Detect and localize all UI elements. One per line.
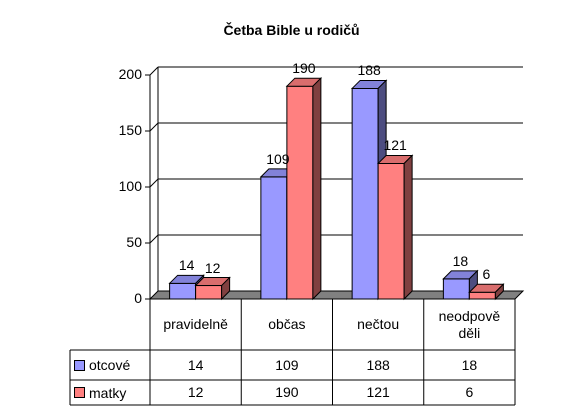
y-tick-label: 100 bbox=[118, 178, 142, 194]
bar-otcové-front bbox=[260, 176, 288, 300]
category-label: nečtou bbox=[357, 316, 400, 332]
gridline-side bbox=[149, 178, 159, 188]
table-value: 6 bbox=[465, 384, 474, 400]
data-label: 190 bbox=[292, 60, 316, 77]
legend-swatch bbox=[74, 359, 85, 371]
y-tick-label: 0 bbox=[134, 290, 142, 306]
table-value: 109 bbox=[275, 356, 299, 373]
category-label: pravidelně bbox=[163, 316, 228, 332]
bar-matky-front bbox=[286, 85, 314, 300]
legend-label: otcové bbox=[89, 357, 131, 373]
bar-otcové-front bbox=[169, 282, 197, 300]
bar-matky-side bbox=[494, 283, 504, 301]
data-label: 6 bbox=[482, 266, 491, 283]
data-label: 14 bbox=[178, 257, 195, 274]
table-value: 14 bbox=[187, 356, 204, 373]
gridline-side bbox=[149, 234, 159, 244]
bar-matky-side bbox=[312, 76, 322, 301]
gridline-side bbox=[149, 66, 159, 76]
chart-title: Četba Bible u rodičů bbox=[223, 22, 360, 38]
table-value: 121 bbox=[366, 384, 390, 400]
data-label: 188 bbox=[357, 62, 381, 79]
bar-otcové-front bbox=[442, 278, 470, 300]
data-label: 109 bbox=[266, 150, 290, 167]
y-tick-label: 200 bbox=[118, 66, 142, 82]
bar-matky-side bbox=[221, 276, 231, 301]
bar-matky-front bbox=[377, 162, 405, 300]
legend-label: matky bbox=[89, 384, 127, 401]
category-label: občas bbox=[268, 316, 306, 332]
data-label: 12 bbox=[204, 259, 221, 276]
table-value: 190 bbox=[275, 384, 299, 400]
bar-otcové-front bbox=[351, 87, 379, 300]
bar-matky-front bbox=[468, 291, 496, 300]
y-tick-label: 50 bbox=[126, 234, 142, 250]
bar-matky-front bbox=[195, 285, 223, 300]
bar-matky-side bbox=[403, 154, 413, 301]
legend-entry: otcové bbox=[74, 350, 130, 380]
legend-entry: matky bbox=[74, 380, 126, 405]
category-label: neodpově děli bbox=[438, 307, 501, 341]
table-value: 12 bbox=[187, 384, 204, 400]
table-value: 188 bbox=[366, 356, 390, 373]
data-label: 121 bbox=[383, 137, 407, 154]
legend-swatch bbox=[74, 387, 85, 398]
table-value: 18 bbox=[461, 356, 478, 373]
data-label: 18 bbox=[452, 252, 469, 269]
y-tick-label: 150 bbox=[118, 122, 142, 138]
gridline-side bbox=[149, 122, 159, 132]
